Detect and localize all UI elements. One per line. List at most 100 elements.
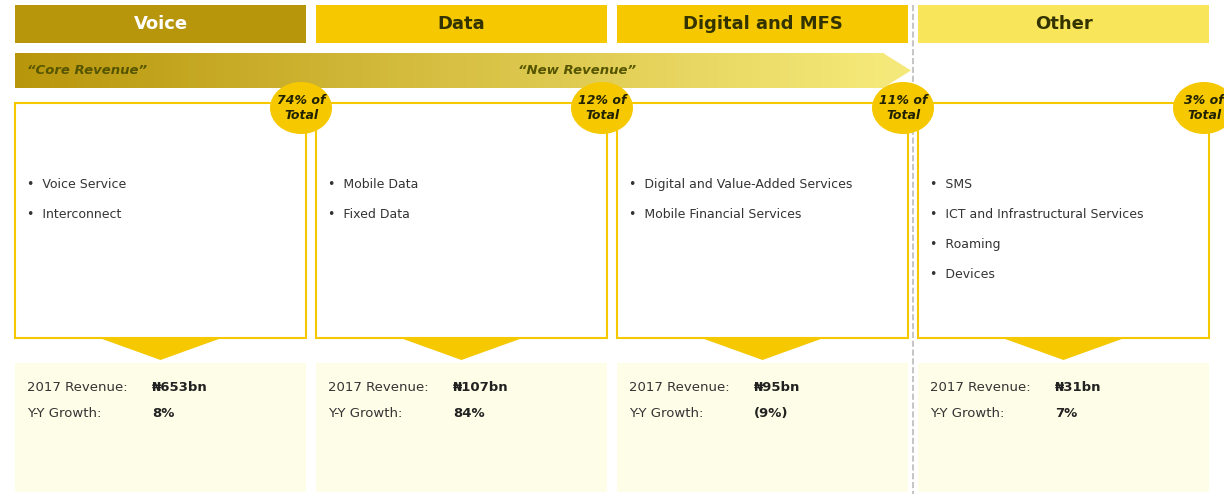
Text: 74% of
Total: 74% of Total [277,94,326,122]
Text: •  Fixed Data: • Fixed Data [328,208,410,221]
Text: •  SMS: • SMS [930,178,972,191]
Bar [805,53,814,88]
Bar [424,53,432,88]
Text: 3% of
Total: 3% of Total [1184,94,1224,122]
Bar [171,53,181,88]
Bar [796,53,805,88]
Bar [770,53,780,88]
Bar [67,53,77,88]
Bar [553,53,563,88]
Text: “New Revenue”: “New Revenue” [519,64,636,77]
Bar [536,53,546,88]
Bar [545,53,554,88]
Bar [275,53,285,88]
Bar [354,53,364,88]
Text: Other: Other [1034,15,1092,33]
Bar [362,53,372,88]
Text: Y-Y Growth:: Y-Y Growth: [328,407,403,420]
Bar [519,53,528,88]
Text: •  Digital and Value-Added Services: • Digital and Value-Added Services [629,178,852,191]
Bar [614,53,623,88]
Bar [250,53,259,88]
Bar [15,103,306,338]
Bar [617,103,908,338]
Bar [42,53,50,88]
Bar [874,53,884,88]
Text: •  Voice Service: • Voice Service [27,178,126,191]
Text: 12% of
Total: 12% of Total [578,94,627,122]
Bar [414,53,424,88]
Bar [918,103,1209,338]
Bar [397,53,406,88]
Text: •  ICT and Infrastructural Services: • ICT and Infrastructural Services [930,208,1143,221]
Bar [32,53,42,88]
Text: Voice: Voice [133,15,187,33]
Bar [683,53,693,88]
Text: 11% of
Total: 11% of Total [879,94,928,122]
Bar [674,53,684,88]
Bar [761,53,771,88]
Text: (9%): (9%) [754,407,788,420]
Ellipse shape [271,82,332,134]
Bar [59,53,69,88]
Bar [692,53,701,88]
Text: ₦107bn: ₦107bn [453,381,508,394]
Bar [241,53,251,88]
Bar [233,53,241,88]
Bar [588,53,597,88]
Bar [570,53,580,88]
Bar [163,53,173,88]
Bar [475,53,485,88]
Bar [206,53,215,88]
Bar [432,53,442,88]
Bar [466,53,476,88]
Text: 2017 Revenue:: 2017 Revenue: [930,381,1031,394]
Text: 2017 Revenue:: 2017 Revenue: [328,381,428,394]
Bar [632,53,641,88]
Bar [840,53,849,88]
Bar [865,53,875,88]
Bar [831,53,841,88]
Bar [188,53,198,88]
Bar [528,53,537,88]
Bar [371,53,381,88]
Bar [137,53,146,88]
Bar [15,53,24,88]
Bar [316,363,607,492]
Bar [23,53,33,88]
Text: 2017 Revenue:: 2017 Revenue: [629,381,730,394]
Text: Y-Y Growth:: Y-Y Growth: [629,407,704,420]
Bar [15,363,306,492]
Bar [918,5,1209,43]
Bar [666,53,676,88]
Text: •  Roaming: • Roaming [930,238,1000,251]
Bar [284,53,294,88]
Text: ₦95bn: ₦95bn [754,381,800,394]
Polygon shape [400,338,523,360]
Bar [93,53,103,88]
Bar [617,5,908,43]
Bar [736,53,745,88]
Bar [146,53,155,88]
Text: ₦31bn: ₦31bn [1055,381,1102,394]
Bar [328,53,337,88]
Text: •  Mobile Financial Services: • Mobile Financial Services [629,208,802,221]
Bar [127,53,137,88]
Bar [640,53,650,88]
Bar [649,53,659,88]
Bar [76,53,86,88]
Bar [823,53,832,88]
Text: “Core Revenue”: “Core Revenue” [27,64,147,77]
Text: Data: Data [438,15,485,33]
Bar [50,53,60,88]
Bar [596,53,606,88]
Bar [388,53,398,88]
Text: •  Devices: • Devices [930,268,995,281]
Bar [267,53,277,88]
Bar [492,53,502,88]
Bar [337,53,346,88]
Bar [501,53,510,88]
Bar [223,53,233,88]
Bar [197,53,207,88]
Text: 2017 Revenue:: 2017 Revenue: [27,381,127,394]
